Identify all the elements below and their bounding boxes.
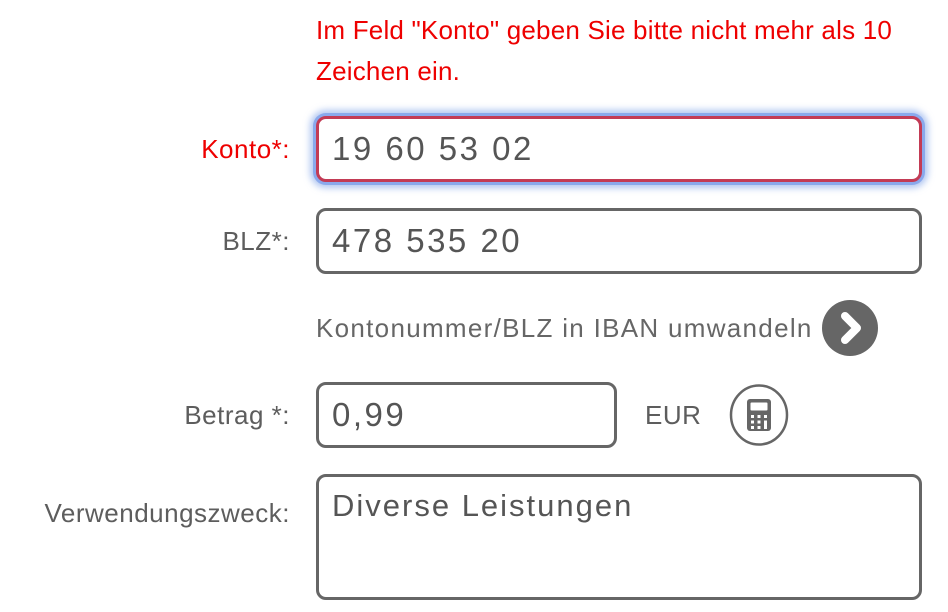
calculator-icon	[729, 384, 789, 449]
verwendungszweck-row: Verwendungszweck: Diverse Leistungen	[0, 474, 948, 600]
iban-convert-link[interactable]: Kontonummer/BLZ in IBAN umwandeln	[316, 312, 813, 343]
betrag-label: Betrag *:	[184, 399, 290, 430]
konto-label: Konto*:	[201, 133, 290, 164]
iban-convert-row: Kontonummer/BLZ in IBAN umwandeln	[316, 300, 948, 356]
konto-input[interactable]	[316, 116, 922, 182]
chevron-right-icon	[821, 300, 878, 359]
blz-label: BLZ*:	[222, 225, 290, 256]
verwendungszweck-label: Verwendungszweck:	[44, 498, 290, 528]
blz-row: BLZ*:	[0, 208, 948, 274]
konto-row: Konto*:	[0, 116, 948, 182]
error-message: Im Feld "Konto" geben Sie bitte nicht me…	[316, 15, 893, 86]
verwendungszweck-textarea[interactable]: Diverse Leistungen	[316, 474, 922, 600]
blz-input[interactable]	[316, 208, 922, 274]
iban-convert-button[interactable]	[821, 300, 878, 359]
currency-label: EUR	[645, 399, 702, 430]
betrag-row: Betrag *: EUR	[0, 382, 948, 448]
calculator-button[interactable]	[729, 384, 789, 446]
betrag-input[interactable]	[316, 382, 617, 448]
